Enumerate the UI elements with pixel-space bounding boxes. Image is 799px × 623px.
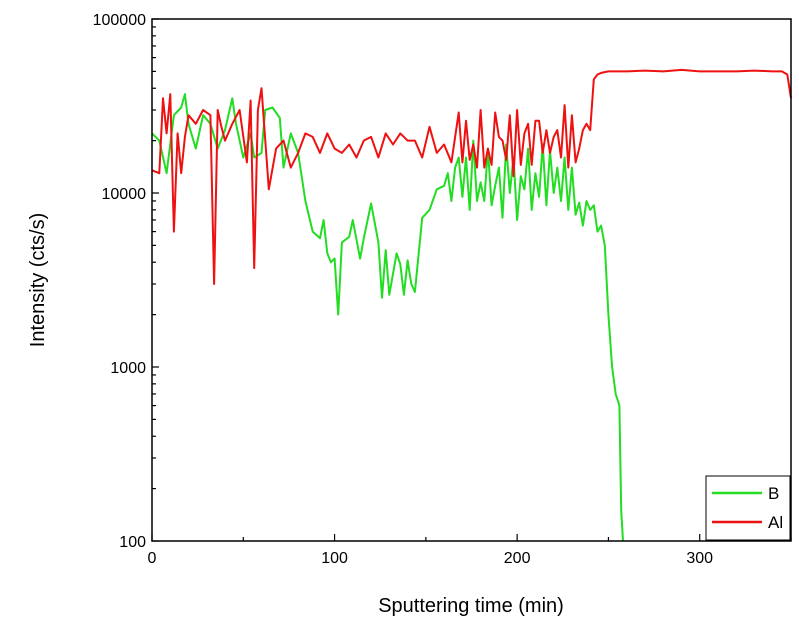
legend-label-b: B — [768, 484, 779, 503]
x-axis: 0 100 200 300 — [148, 534, 792, 567]
series-line-al — [151, 68, 792, 285]
x-axis-title: Sputtering time (min) — [378, 595, 564, 617]
y-axis: 100 1000 10000 100000 — [93, 12, 159, 551]
series-layer — [151, 68, 792, 542]
series-line-b — [151, 93, 624, 542]
y-tick-label: 100 — [119, 534, 146, 551]
y-tick-label: 100000 — [93, 12, 146, 29]
legend-label-al: Al — [768, 513, 783, 532]
legend-box — [705, 475, 791, 541]
y-tick-label: 10000 — [102, 186, 147, 203]
x-tick-label: 100 — [321, 550, 348, 567]
y-axis-title: Intensity (cts/s) — [27, 213, 49, 347]
plot-frame — [151, 18, 792, 542]
x-tick-label: 0 — [148, 550, 157, 567]
x-tick-label: 200 — [504, 550, 531, 567]
x-tick-label: 300 — [686, 550, 713, 567]
legend: B Al — [705, 475, 791, 541]
y-tick-label: 1000 — [110, 360, 146, 377]
